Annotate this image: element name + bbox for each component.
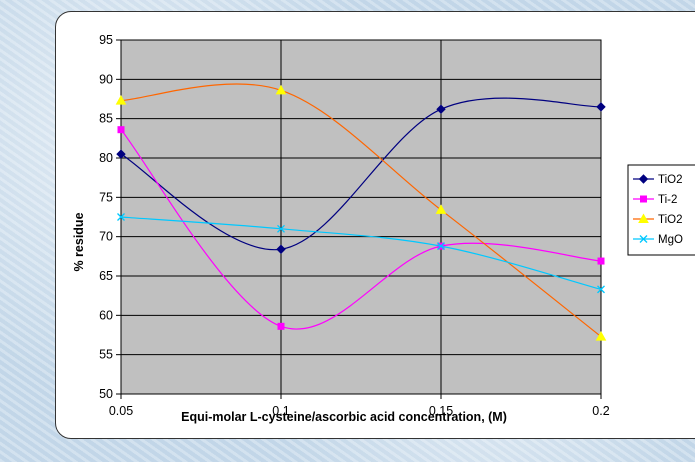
series-1 <box>116 97 606 254</box>
data-point <box>117 213 125 221</box>
data-point <box>277 224 285 233</box>
x-marker-stroke <box>437 242 445 251</box>
legend-item: MgO <box>633 234 683 246</box>
x-marker-stroke <box>277 224 285 233</box>
data-point <box>275 84 287 95</box>
y-axis-title: % residue <box>72 212 86 271</box>
y-tick-label: 65 <box>99 269 113 283</box>
plot-area <box>120 39 602 395</box>
y-tick-label: 75 <box>99 190 113 204</box>
data-point <box>436 104 446 114</box>
legend-marker <box>638 213 649 223</box>
data-point <box>437 242 445 251</box>
data-point <box>276 244 286 254</box>
legend: TiO2 Ti-2 TiO2 MgO <box>627 164 695 256</box>
data-point <box>597 257 605 265</box>
y-tick-label: 50 <box>99 387 113 401</box>
line-chart: 50 55 60 65 70 75 80 85 90 95 0.05 0.1 0.15 0.2 % re… <box>72 33 695 424</box>
legend-item: TiO2 <box>633 213 683 226</box>
series-line <box>120 129 602 330</box>
data-point <box>116 149 126 159</box>
legend-label: TiO2 <box>658 174 683 186</box>
legend-label: TiO2 <box>658 214 683 226</box>
y-axis-ticks: 50 55 60 65 70 75 80 85 90 95 <box>99 33 121 401</box>
y-tick-label: 95 <box>99 33 113 47</box>
legend-label: Ti-2 <box>658 194 677 206</box>
data-point <box>595 331 607 341</box>
x-tick-label: 0.05 <box>109 404 133 418</box>
series-line <box>120 83 602 338</box>
x-axis-title: Equi-molar L-cysteine/ascorbic acid conc… <box>181 410 507 424</box>
x-axis-ticks: 0.05 0.1 0.15 0.2 <box>109 394 610 418</box>
series-line <box>120 216 602 290</box>
legend-box <box>627 164 695 256</box>
y-tick-label: 60 <box>99 308 113 322</box>
x-marker-stroke <box>597 285 605 294</box>
y-tick-label: 70 <box>99 230 113 244</box>
series-lines <box>115 83 607 341</box>
y-tick-label: 55 <box>99 348 113 362</box>
series-4 <box>117 213 605 294</box>
legend-item: Ti-2 <box>633 194 677 206</box>
data-point <box>115 95 127 105</box>
plot-background <box>120 39 602 395</box>
series-3 <box>115 83 607 341</box>
data-point <box>596 102 606 112</box>
y-tick-label: 85 <box>99 112 113 126</box>
data-point <box>435 204 447 214</box>
series-line <box>120 97 602 251</box>
y-tick-label: 80 <box>99 151 113 165</box>
data-point <box>277 322 285 330</box>
x-tick-label: 0.1 <box>272 404 289 418</box>
legend-marker <box>638 174 649 184</box>
data-point <box>117 126 125 134</box>
y-tick-label: 90 <box>99 72 113 86</box>
legend-item: TiO2 <box>633 174 683 186</box>
x-tick-label: 0.15 <box>429 404 453 418</box>
legend-marker <box>640 195 647 203</box>
chart-card: 50 55 60 65 70 75 80 85 90 95 0.05 0.1 0.15 0.2 % re… <box>55 11 695 439</box>
legend-marker <box>639 235 648 243</box>
legend-label: MgO <box>658 234 683 246</box>
x-marker-stroke <box>117 213 125 221</box>
x-tick-label: 0.2 <box>592 404 609 418</box>
data-point <box>597 285 605 294</box>
x-marker-stroke <box>639 235 648 243</box>
